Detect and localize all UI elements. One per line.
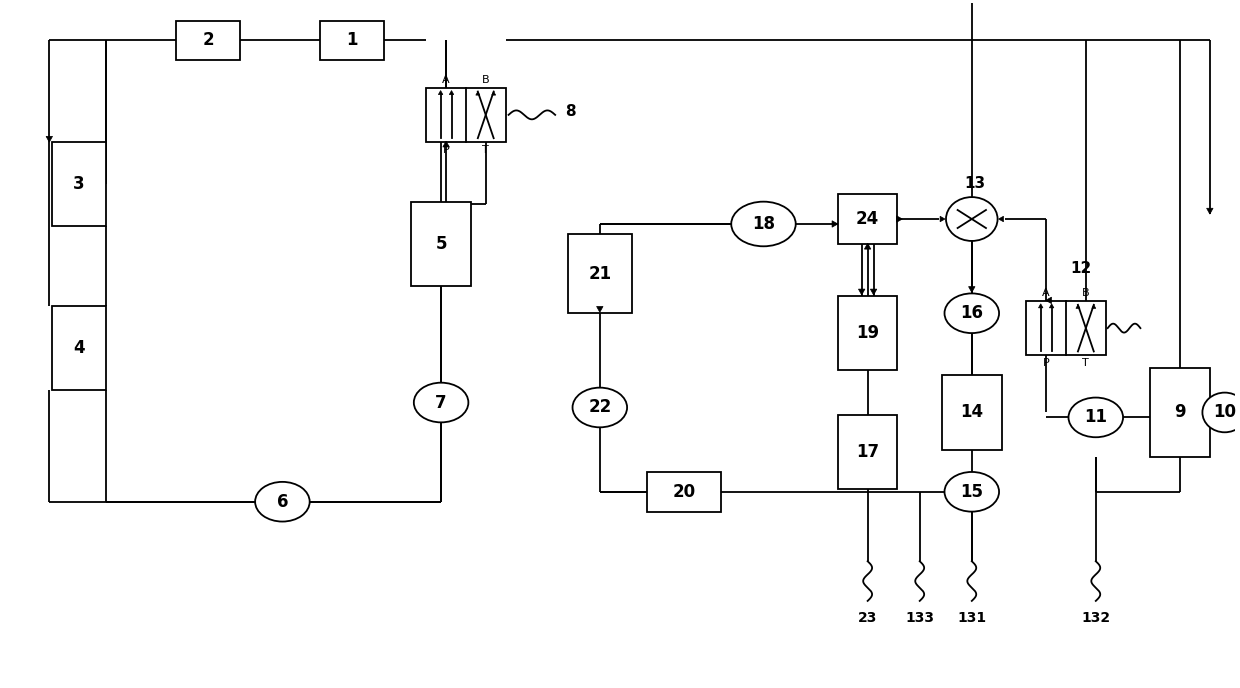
- Text: 10: 10: [1213, 403, 1236, 422]
- Polygon shape: [897, 216, 903, 222]
- Text: 3: 3: [73, 175, 84, 193]
- Text: 133: 133: [905, 611, 934, 625]
- Polygon shape: [968, 287, 975, 292]
- Polygon shape: [449, 91, 454, 94]
- Polygon shape: [1076, 305, 1080, 308]
- Text: 2: 2: [202, 32, 213, 50]
- Polygon shape: [439, 91, 443, 94]
- Text: 11: 11: [1084, 409, 1107, 427]
- Bar: [838, 296, 898, 370]
- Ellipse shape: [1069, 398, 1123, 438]
- Bar: [427, 87, 506, 142]
- Text: 23: 23: [858, 611, 878, 625]
- Text: T: T: [482, 145, 489, 155]
- Text: 15: 15: [960, 483, 983, 501]
- Ellipse shape: [945, 472, 999, 512]
- Polygon shape: [492, 92, 496, 95]
- Polygon shape: [46, 136, 52, 142]
- Text: P: P: [443, 145, 449, 155]
- Bar: [52, 305, 107, 390]
- Polygon shape: [1207, 208, 1213, 214]
- Text: 7: 7: [435, 394, 446, 411]
- Bar: [942, 375, 1002, 450]
- Text: 9: 9: [1174, 403, 1185, 422]
- Polygon shape: [596, 306, 603, 312]
- Text: T: T: [1083, 358, 1089, 368]
- Text: 20: 20: [672, 483, 696, 501]
- Ellipse shape: [732, 202, 796, 246]
- Bar: [568, 234, 632, 313]
- Ellipse shape: [414, 383, 469, 422]
- Polygon shape: [1045, 297, 1052, 303]
- Bar: [1151, 368, 1210, 457]
- Text: B: B: [1083, 288, 1090, 298]
- Text: A: A: [443, 74, 450, 85]
- Text: 132: 132: [1081, 611, 1110, 625]
- Ellipse shape: [573, 387, 627, 427]
- Text: A: A: [1043, 288, 1050, 298]
- Text: 131: 131: [957, 611, 986, 625]
- Text: 12: 12: [1070, 261, 1091, 276]
- Bar: [320, 21, 384, 61]
- Text: 14: 14: [960, 403, 983, 422]
- Text: 1: 1: [346, 32, 357, 50]
- Text: 5: 5: [435, 235, 446, 252]
- Bar: [838, 415, 898, 489]
- Polygon shape: [476, 92, 480, 95]
- Polygon shape: [864, 244, 870, 249]
- Polygon shape: [832, 221, 838, 227]
- Ellipse shape: [946, 197, 997, 241]
- Text: 17: 17: [856, 443, 879, 461]
- Ellipse shape: [945, 293, 999, 333]
- Bar: [838, 194, 898, 244]
- Polygon shape: [998, 216, 1003, 222]
- Text: 18: 18: [751, 215, 775, 233]
- Bar: [1027, 301, 1106, 356]
- Text: 19: 19: [856, 324, 879, 342]
- Text: 13: 13: [965, 176, 986, 191]
- Text: B: B: [482, 74, 490, 85]
- Polygon shape: [443, 141, 449, 147]
- Polygon shape: [858, 289, 866, 295]
- Text: 6: 6: [277, 493, 288, 510]
- Polygon shape: [870, 289, 877, 295]
- Polygon shape: [940, 216, 945, 222]
- Bar: [412, 202, 471, 286]
- Text: 8: 8: [565, 105, 575, 120]
- Text: 24: 24: [856, 210, 879, 228]
- Bar: [647, 472, 722, 512]
- Text: P: P: [1043, 358, 1049, 368]
- Text: 4: 4: [73, 339, 84, 357]
- Polygon shape: [1049, 304, 1054, 308]
- Ellipse shape: [1203, 393, 1240, 432]
- Ellipse shape: [255, 482, 310, 522]
- Text: 22: 22: [588, 398, 611, 416]
- Bar: [176, 21, 241, 61]
- Polygon shape: [1091, 305, 1096, 308]
- Text: 16: 16: [960, 304, 983, 322]
- Polygon shape: [1038, 304, 1043, 308]
- Bar: [52, 142, 107, 226]
- Text: 21: 21: [588, 265, 611, 283]
